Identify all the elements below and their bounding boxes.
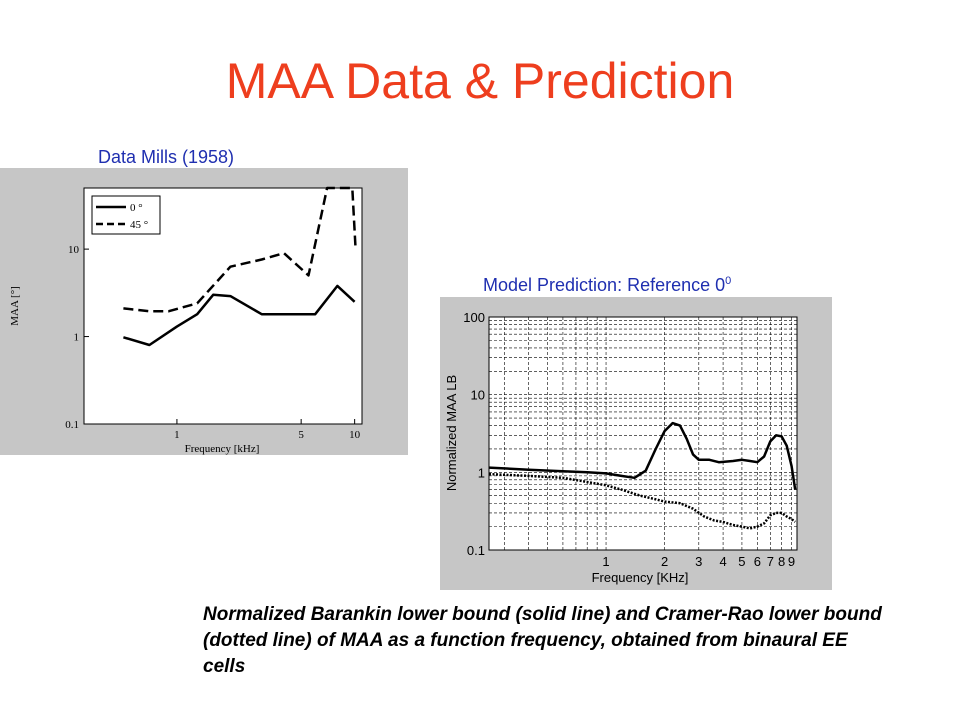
right-x-tick-label: 8 xyxy=(778,554,785,569)
right-x-tick-label: 3 xyxy=(695,554,702,569)
right-y-tick-label: 100 xyxy=(463,310,485,325)
right-y-tick-label: 10 xyxy=(471,388,485,403)
mills-data-chart: 1 5 10 0.1 1 10 0 ° 45 ° Frequency [kHz] MAA … xyxy=(9,186,363,455)
right-plot-area xyxy=(488,316,798,551)
left-x-tick-label: 5 xyxy=(298,429,304,441)
right-chart-panel: 1 2 3 4 5 6 7 8 9 0.1 1 10 100 Frequency [KHz] Norma… xyxy=(440,297,832,590)
right-x-tick-label: 9 xyxy=(788,554,795,569)
left-x-axis-label: Frequency [kHz] xyxy=(185,443,260,455)
left-chart-caption: Data Mills (1958) xyxy=(98,147,235,167)
figure-description: Normalized Barankin lower bound (solid l… xyxy=(203,604,882,677)
right-x-tick-label: 2 xyxy=(661,554,668,569)
right-y-tick-label: 1 xyxy=(478,465,485,480)
legend-entry-45deg: 45 ° xyxy=(130,219,148,231)
left-x-tick-label: 1 xyxy=(174,429,180,441)
right-y-axis-label: Normalized MAA LB xyxy=(444,375,459,491)
left-chart-panel: 1 5 10 0.1 1 10 0 ° 45 ° Frequency [kHz] MAA … xyxy=(0,168,408,455)
right-x-axis-label: Frequency [KHz] xyxy=(592,570,689,585)
right-chart-caption: Model Prediction: Reference 00 xyxy=(483,275,731,296)
left-legend-box xyxy=(91,195,161,235)
series-line-0deg xyxy=(123,284,356,347)
right-caption-superscript: 0 xyxy=(725,275,732,287)
right-x-tick-label: 1 xyxy=(602,554,609,569)
left-x-tick-label: 10 xyxy=(349,429,361,441)
right-x-tick-label: 5 xyxy=(738,554,745,569)
cramer-rao-bound-line xyxy=(488,472,796,530)
right-x-tick-label: 4 xyxy=(719,554,726,569)
right-y-tick-label: 0.1 xyxy=(467,543,485,558)
legend-entry-0deg: 0 ° xyxy=(130,202,143,214)
model-prediction-chart: 1 2 3 4 5 6 7 8 9 0.1 1 10 100 Frequency [KHz] Norma… xyxy=(444,310,798,585)
left-y-tick-label: 1 xyxy=(74,332,80,344)
series-line-45deg xyxy=(123,186,357,313)
barankin-bound-line xyxy=(488,421,797,490)
slide-title: MAA Data & Prediction xyxy=(225,53,735,109)
left-y-axis-label: MAA [°] xyxy=(9,286,21,326)
right-x-tick-label: 7 xyxy=(767,554,774,569)
right-caption-text: Model Prediction: Reference 0 xyxy=(483,275,726,295)
right-x-tick-label: 6 xyxy=(754,554,761,569)
left-y-tick-label: 0.1 xyxy=(65,419,79,431)
left-legend: 0 ° 45 ° xyxy=(91,195,161,235)
left-y-tick-label: 10 xyxy=(68,244,80,256)
